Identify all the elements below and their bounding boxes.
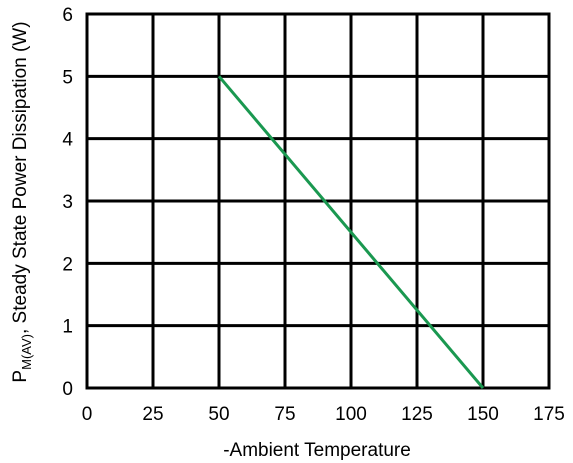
- y-axis-title: PM(AV), Steady State Power Dissipation (…: [10, 21, 34, 382]
- x-tick-label: 175: [533, 404, 565, 425]
- x-tick-label: 0: [82, 404, 93, 425]
- grid: [85, 12, 551, 390]
- y-tick-label: 5: [62, 67, 73, 88]
- series-layer: [217, 75, 485, 389]
- y-tick-label: 3: [62, 192, 73, 213]
- y-tick-label: 4: [62, 130, 73, 151]
- y-tick-label: 2: [62, 254, 73, 275]
- x-tick-label: 100: [335, 404, 367, 425]
- x-tick-label: 150: [467, 404, 499, 425]
- y-axis-ticks: 0 1 2 3 4 5 6: [62, 5, 73, 400]
- y-axis-title-prefix: P: [10, 370, 31, 383]
- x-axis-title: -Ambient Temperature: [223, 440, 411, 461]
- series-line: [217, 75, 485, 389]
- x-tick-label: 25: [142, 404, 163, 425]
- y-tick-label: 1: [62, 317, 73, 338]
- y-tick-label: 6: [62, 5, 73, 26]
- x-axis-ticks: 0 25 50 75 100 125 150 175: [82, 404, 565, 425]
- x-tick-label: 75: [274, 404, 295, 425]
- x-tick-label: 50: [208, 404, 229, 425]
- y-tick-label: 0: [62, 379, 73, 400]
- plot-border: [85, 12, 551, 390]
- x-tick-label: 125: [401, 404, 433, 425]
- y-axis-title-suffix: , Steady State Power Dissipation (W): [10, 21, 31, 334]
- y-axis-title-subscript: M(AV): [19, 334, 34, 370]
